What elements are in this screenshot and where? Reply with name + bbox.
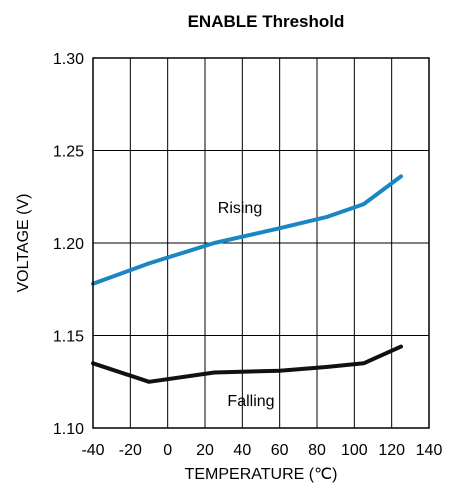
chart-title: ENABLE Threshold [188,12,345,31]
x-tick-label: 140 [416,442,443,459]
x-tick-label: 60 [271,442,289,459]
x-tick-label: 20 [196,442,214,459]
x-tick-label: 40 [233,442,251,459]
series-layer [91,174,403,384]
series-line-rising [91,174,403,286]
x-tick-label: 100 [341,442,368,459]
grid [93,58,429,428]
y-tick-labels: 1.10 1.15 1.20 1.25 1.30 [53,51,84,438]
y-tick-label: 1.25 [53,144,84,161]
series-label-rising: Rising [218,200,262,217]
x-axis-label: TEMPERATURE (℃) [185,466,338,483]
x-tick-label: -20 [119,442,142,459]
y-tick-label: 1.20 [53,236,84,253]
series-label-falling: Falling [227,393,274,410]
x-tick-label: 0 [163,442,172,459]
x-tick-label: 80 [308,442,326,459]
y-tick-label: 1.15 [53,329,84,346]
series-line-falling [91,344,403,384]
y-axis-label: VOLTAGE (V) [15,194,32,293]
x-tick-label: 120 [378,442,405,459]
x-tick-label: -40 [81,442,104,459]
y-tick-label: 1.10 [53,421,84,438]
x-tick-labels: -40 -20 0 20 40 60 80 100 120 140 [81,442,442,459]
plot-frame [92,57,430,429]
y-tick-label: 1.30 [53,51,84,68]
